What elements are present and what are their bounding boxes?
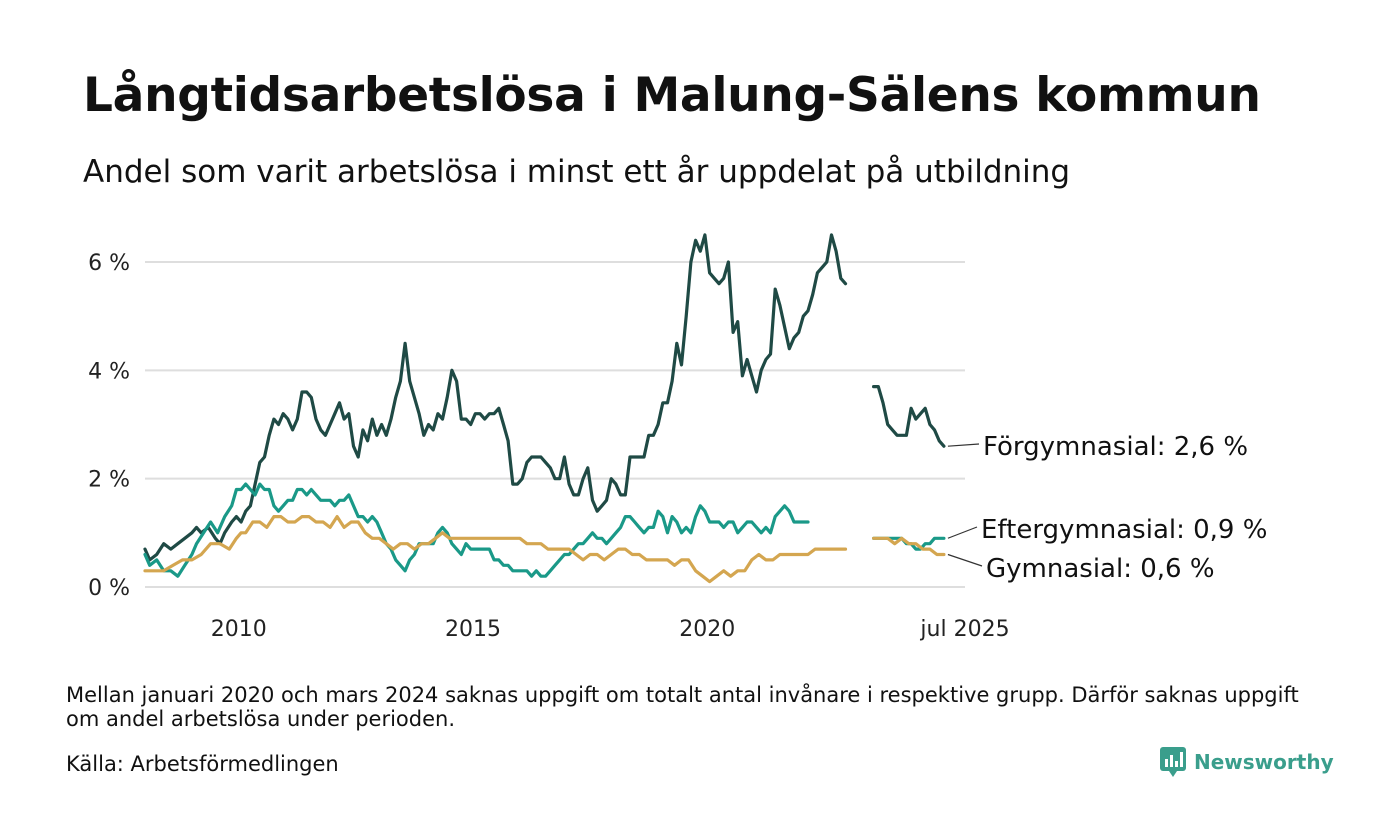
- series-label-gymnasial: Gymnasial: 0,6 %: [986, 554, 1215, 584]
- series-label-forgymnasial: Förgymnasial: 2,6 %: [983, 432, 1248, 462]
- grid-lines: [145, 261, 965, 588]
- chart-subtitle: Andel som varit arbetslösa i minst ett å…: [83, 154, 1071, 190]
- newsworthy-logo[interactable]: Newsworthy: [1160, 747, 1334, 777]
- leader-line-gymnasial: [947, 553, 983, 567]
- x-axis-tick-labels: 2010 2015 2020 jul 2025: [211, 617, 1010, 642]
- series-line-gymnasial-2: [872, 536, 946, 557]
- y-tick-label: 6 %: [88, 251, 130, 276]
- leader-line-forgymnasial: [947, 443, 980, 447]
- x-tick-label: 2020: [679, 617, 735, 642]
- series-line-eftergymnasial-1: [143, 482, 810, 578]
- y-tick-label: 4 %: [88, 359, 130, 384]
- series-lines: [143, 233, 946, 584]
- y-tick-label: 0 %: [88, 576, 130, 601]
- footnote: Mellan januari 2020 och mars 2024 saknas…: [66, 683, 1299, 731]
- series-end-labels: Förgymnasial: 2,6 % Eftergymnasial: 0,9 %…: [947, 432, 1267, 584]
- y-axis-tick-labels: 0 % 2 % 4 % 6 %: [88, 251, 130, 601]
- series-line-gymnasial-1: [143, 515, 848, 584]
- leader-line-eftergymnasial: [947, 526, 978, 539]
- bar-chart-logo-icon: [1160, 747, 1186, 777]
- x-tick-label: 2010: [211, 617, 267, 642]
- y-tick-label: 2 %: [88, 468, 130, 493]
- series-line-forgymnasial-1: [143, 233, 848, 562]
- line-chart: 0 % 2 % 4 % 6 % 2010 2015 2020 jul 2025 Förgym…: [88, 233, 1267, 642]
- x-tick-label: jul 2025: [919, 617, 1009, 642]
- series-label-eftergymnasial: Eftergymnasial: 0,9 %: [981, 515, 1267, 545]
- series-line-forgymnasial-2: [872, 385, 946, 448]
- brand-name: Newsworthy: [1194, 750, 1334, 774]
- x-tick-label: 2015: [445, 617, 501, 642]
- source-credit: Källa: Arbetsförmedlingen: [66, 752, 339, 776]
- chart-title: Långtidsarbetslösa i Malung-Sälens kommu…: [83, 68, 1261, 123]
